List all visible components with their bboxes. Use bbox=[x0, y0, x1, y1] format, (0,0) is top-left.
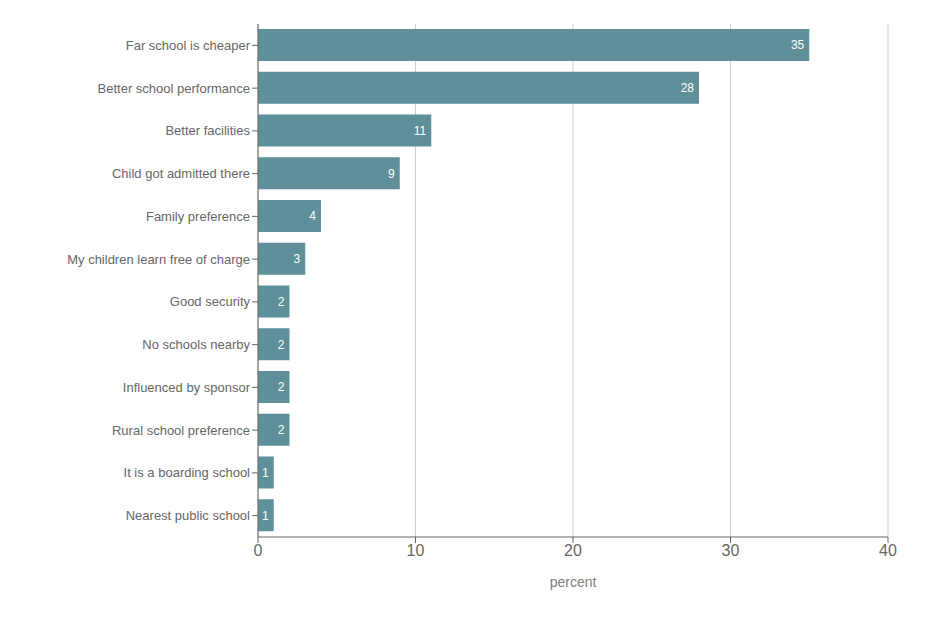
svg-text:Influenced by sponsor: Influenced by sponsor bbox=[123, 380, 251, 395]
svg-text:20: 20 bbox=[564, 542, 582, 559]
svg-text:28: 28 bbox=[681, 81, 695, 95]
svg-text:1: 1 bbox=[262, 509, 269, 523]
svg-text:It is a boarding school: It is a boarding school bbox=[124, 465, 251, 480]
svg-text:Child got admitted there: Child got admitted there bbox=[112, 166, 250, 181]
svg-text:Good security: Good security bbox=[170, 294, 251, 309]
svg-text:2: 2 bbox=[278, 423, 285, 437]
svg-text:11: 11 bbox=[414, 124, 427, 138]
svg-text:Better facilities: Better facilities bbox=[165, 123, 250, 138]
svg-text:No schools nearby: No schools nearby bbox=[142, 337, 250, 352]
svg-text:1: 1 bbox=[262, 466, 269, 480]
svg-text:2: 2 bbox=[278, 295, 285, 309]
svg-text:30: 30 bbox=[722, 542, 740, 559]
svg-text:0: 0 bbox=[254, 542, 263, 559]
svg-text:10: 10 bbox=[407, 542, 425, 559]
svg-text:Nearest public school: Nearest public school bbox=[126, 508, 250, 523]
svg-text:4: 4 bbox=[309, 209, 316, 223]
svg-text:My children learn free of char: My children learn free of charge bbox=[67, 252, 250, 267]
svg-text:3: 3 bbox=[294, 252, 301, 266]
svg-text:35: 35 bbox=[791, 38, 805, 52]
svg-text:2: 2 bbox=[278, 380, 285, 394]
svg-text:40: 40 bbox=[879, 542, 897, 559]
svg-text:9: 9 bbox=[388, 167, 395, 181]
svg-text:2: 2 bbox=[278, 338, 285, 352]
svg-text:percent: percent bbox=[550, 574, 597, 590]
svg-text:Rural school preference: Rural school preference bbox=[112, 423, 250, 438]
svg-text:Better school performance: Better school performance bbox=[98, 81, 250, 96]
svg-text:Far school is cheaper: Far school is cheaper bbox=[126, 38, 251, 53]
svg-text:Family preference: Family preference bbox=[146, 209, 250, 224]
